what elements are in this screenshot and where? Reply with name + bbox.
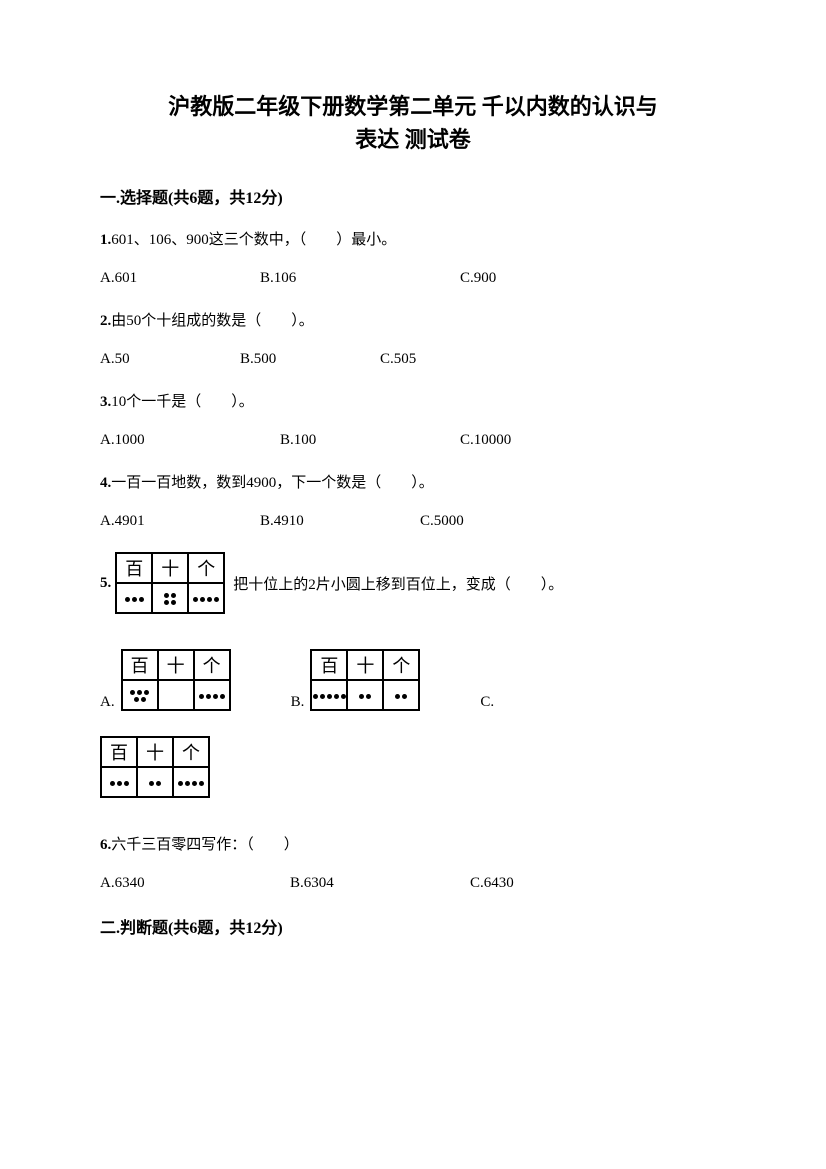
q1-opt-c: C.900	[460, 270, 496, 287]
b-header-shi: 十	[347, 650, 383, 680]
q5-option-c-label: C.	[480, 694, 494, 711]
q3-opt-b: B.100	[280, 432, 460, 449]
q6-opt-b: B.6304	[290, 875, 470, 892]
question-2: 2.由50个十组成的数是（ ）。	[100, 309, 726, 333]
c-bai-dots	[101, 767, 137, 797]
q5-options-row: A. 百 十 个 B. 百 十 个	[100, 649, 726, 711]
c-shi-dots	[137, 767, 173, 797]
question-1: 1.601、106、900这三个数中，（ ）最小。	[100, 228, 726, 252]
q5-option-b: B. 百 十 个	[291, 649, 421, 711]
c-header-ge: 个	[173, 737, 209, 767]
header-shi: 十	[152, 553, 188, 583]
q6-text: 六千三百零四写作：（ ）	[111, 837, 299, 853]
q5-stem-table: 百 十 个	[115, 552, 225, 614]
c-header-bai: 百	[101, 737, 137, 767]
q5-c-table: 百 十 个	[100, 736, 210, 798]
stem-ge-dots	[188, 583, 224, 613]
b-shi-dots	[347, 680, 383, 710]
q4-opt-c: C.5000	[420, 513, 464, 530]
q5-b-table: 百 十 个	[310, 649, 420, 711]
title-line-1: 沪教版二年级下册数学第二单元 千以内数的认识与	[100, 90, 726, 123]
q1-number: 1.	[100, 232, 111, 248]
question-6: 6.六千三百零四写作：（ ）	[100, 833, 726, 857]
question-5: 5. 百 十 个 把十位上的2片小圆上移到百位上，变成（ ）。	[100, 552, 726, 614]
q4-text: 一百一百地数，数到4900，下一个数是（ ）。	[111, 475, 434, 491]
stem-bai-dots	[116, 583, 152, 613]
q1-text: 601、106、900这三个数中，（ ）最小。	[111, 232, 396, 248]
b-header-ge: 个	[383, 650, 419, 680]
a-header-bai: 百	[122, 650, 158, 680]
q2-number: 2.	[100, 313, 111, 329]
q1-opt-a: A.601	[100, 270, 260, 287]
a-header-ge: 个	[194, 650, 230, 680]
q6-opt-c: C.6430	[470, 875, 514, 892]
b-ge-dots	[383, 680, 419, 710]
q2-options: A.50 B.500 C.505	[100, 351, 726, 368]
q5-option-c-table-wrap: 百 十 个	[100, 736, 726, 798]
q1-opt-b: B.106	[260, 270, 460, 287]
q2-opt-b: B.500	[240, 351, 380, 368]
section-1-header: 一.选择题(共6题，共12分)	[100, 184, 726, 208]
q1-options: A.601 B.106 C.900	[100, 270, 726, 287]
a-header-shi: 十	[158, 650, 194, 680]
q6-options: A.6340 B.6304 C.6430	[100, 875, 726, 892]
q3-opt-a: A.1000	[100, 432, 280, 449]
q4-number: 4.	[100, 475, 111, 491]
q2-opt-c: C.505	[380, 351, 416, 368]
q5-label-a: A.	[100, 694, 115, 711]
q5-label-b: B.	[291, 694, 305, 711]
q5-text: 把十位上的2片小圆上移到百位上，变成（ ）。	[233, 573, 563, 594]
q5-label-c: C.	[480, 694, 494, 711]
q3-number: 3.	[100, 394, 111, 410]
a-bai-dots	[122, 680, 158, 710]
title-line-2: 表达 测试卷	[100, 123, 726, 156]
c-header-shi: 十	[137, 737, 173, 767]
q5-number: 5.	[100, 575, 111, 592]
q3-options: A.1000 B.100 C.10000	[100, 432, 726, 449]
b-header-bai: 百	[311, 650, 347, 680]
question-3: 3.10个一千是（ ）。	[100, 390, 726, 414]
q6-opt-a: A.6340	[100, 875, 290, 892]
q4-opt-b: B.4910	[260, 513, 420, 530]
section-2-header: 二.判断题(共6题，共12分)	[100, 914, 726, 938]
stem-shi-dots	[152, 583, 188, 613]
page-title: 沪教版二年级下册数学第二单元 千以内数的认识与 表达 测试卷	[100, 90, 726, 156]
a-ge-dots	[194, 680, 230, 710]
q3-opt-c: C.10000	[460, 432, 511, 449]
b-bai-dots	[311, 680, 347, 710]
q2-text: 由50个十组成的数是（ ）。	[111, 313, 314, 329]
q4-opt-a: A.4901	[100, 513, 260, 530]
question-4: 4.一百一百地数，数到4900，下一个数是（ ）。	[100, 471, 726, 495]
q5-option-a: A. 百 十 个	[100, 649, 231, 711]
q2-opt-a: A.50	[100, 351, 240, 368]
q6-number: 6.	[100, 837, 111, 853]
header-ge: 个	[188, 553, 224, 583]
header-bai: 百	[116, 553, 152, 583]
q4-options: A.4901 B.4910 C.5000	[100, 513, 726, 530]
q5-a-table: 百 十 个	[121, 649, 231, 711]
q3-text: 10个一千是（ ）。	[111, 394, 254, 410]
c-ge-dots	[173, 767, 209, 797]
a-shi-dots	[158, 680, 194, 710]
